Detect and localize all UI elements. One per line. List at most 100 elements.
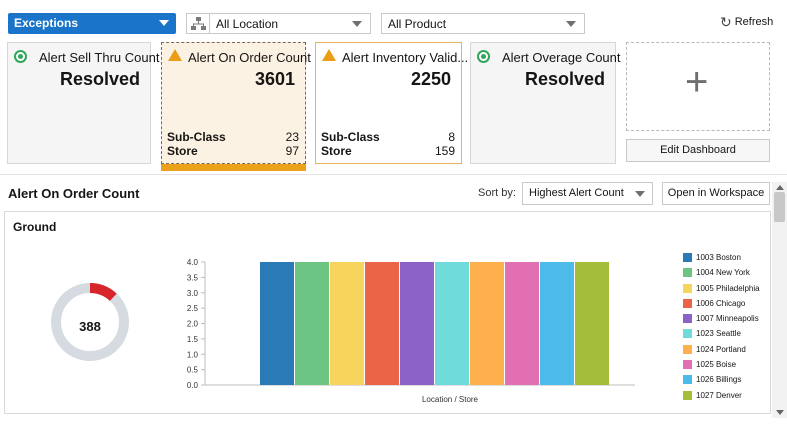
resolved-status-icon <box>477 50 490 63</box>
legend-label: 1027 Denver <box>696 390 742 400</box>
open-in-workspace-button[interactable]: Open in Workspace <box>662 182 770 205</box>
donut-chart: 388 <box>50 282 130 365</box>
legend-label: 1006 Chicago <box>696 298 746 308</box>
legend-swatch <box>683 360 692 370</box>
tile-row: Sub-Class 23 <box>167 130 299 144</box>
tile-row-label: Sub-Class <box>167 130 226 144</box>
legend-item[interactable]: 1005 Philadelphia <box>682 281 760 296</box>
legend-label: 1025 Boise <box>696 360 737 370</box>
legend-swatch <box>683 253 692 262</box>
tile-alert-sell-thru[interactable]: Alert Sell Thru Count Resolved <box>7 42 159 164</box>
y-tick-label: 3.0 <box>187 289 199 298</box>
tile-row-value: 159 <box>434 144 455 158</box>
donut-svg <box>51 283 129 361</box>
resolved-status-icon <box>14 50 27 63</box>
panel-title: Ground <box>13 220 57 234</box>
refresh-icon: ↻ <box>720 14 732 30</box>
tile-alert-on-order[interactable]: Alert On Order Count 3601 Sub-Class 23 S… <box>161 42 311 164</box>
bar-1027-denver <box>575 262 609 385</box>
tile-title: Alert Inventory Valid... <box>342 50 469 65</box>
sort-dropdown-value: Highest Alert Count <box>529 187 624 199</box>
product-dropdown[interactable]: All Product <box>381 13 585 34</box>
legend-label: 1007 Minneapolis <box>696 314 759 324</box>
legend-item[interactable]: 1027 Denver <box>682 388 760 403</box>
tile-row-value: 8 <box>448 130 455 144</box>
edit-dashboard-button[interactable]: Edit Dashboard <box>626 139 770 162</box>
tile-value: 2250 <box>410 69 451 89</box>
refresh-button[interactable]: ↻ Refresh <box>720 14 773 31</box>
legend-item[interactable]: 1007 Minneapolis <box>682 311 760 326</box>
tile-alert-overage[interactable]: Alert Overage Count Resolved <box>470 42 621 164</box>
legend-label: 1004 New York <box>696 268 750 278</box>
chart-panel: Ground 388 0.0 0.5 1.0 1.5 2.0 2.5 3.0 3.5 4.0 Lo… <box>4 211 771 414</box>
warning-icon <box>322 49 336 61</box>
y-tick-label: 0.5 <box>187 366 199 375</box>
legend-swatch <box>683 329 692 339</box>
section-title: Alert On Order Count <box>8 186 140 201</box>
tile-title: Alert Sell Thru Count <box>39 50 160 65</box>
chevron-down-icon <box>635 191 645 197</box>
tile-row-label: Store <box>321 144 352 158</box>
tile-value: Resolved <box>524 69 605 89</box>
legend-swatch <box>683 298 692 308</box>
y-tick-label: 3.5 <box>187 273 199 282</box>
tile-title: Alert Overage Count <box>502 50 621 65</box>
legend-swatch <box>683 390 692 400</box>
exceptions-dropdown-label: Exceptions <box>14 16 79 30</box>
hierarchy-icon[interactable] <box>186 13 210 34</box>
donut-value: 388 <box>79 319 101 334</box>
bar-chart: 0.0 0.5 1.0 1.5 2.0 2.5 3.0 3.5 4.0 Location / St… <box>187 258 635 404</box>
warning-icon <box>168 49 182 61</box>
tile-row-label: Sub-Class <box>321 130 380 144</box>
bar-1025-boise <box>505 262 539 385</box>
y-tick-label: 4.0 <box>187 258 199 267</box>
y-tick-label: 0.0 <box>187 381 199 390</box>
legend-item[interactable]: 1025 Boise <box>682 357 760 372</box>
scroll-down-icon[interactable] <box>776 410 784 415</box>
y-tick-label: 1.0 <box>187 350 199 359</box>
add-tile-button[interactable]: + <box>626 42 770 131</box>
tile-alert-inventory-valid[interactable]: Alert Inventory Valid... 2250 Sub-Class … <box>315 42 468 164</box>
scroll-up-icon[interactable] <box>776 185 784 190</box>
legend-label: 1024 Portland <box>696 344 746 354</box>
bar-1003-boston <box>260 262 294 385</box>
chevron-down-icon <box>352 21 362 27</box>
tile-title: Alert On Order Count <box>188 50 311 65</box>
legend-item[interactable]: 1003 Boston <box>682 250 760 265</box>
location-dropdown[interactable]: All Location <box>210 13 371 34</box>
tile-row-value: 23 <box>285 130 299 144</box>
bar-1026-billings <box>540 262 574 385</box>
bar-1006-chicago <box>365 262 399 385</box>
legend-item[interactable]: 1026 Billings <box>682 372 760 387</box>
bar-1007-minneapolis <box>400 262 434 385</box>
legend-swatch <box>683 375 692 385</box>
legend-swatch <box>683 268 692 278</box>
exceptions-dropdown[interactable]: Exceptions <box>8 13 176 34</box>
tile-row: Store 97 <box>167 144 299 158</box>
tile-value: 3601 <box>254 69 295 89</box>
legend-swatch <box>683 314 692 324</box>
bar-1005-philadelphia <box>330 262 364 385</box>
tile-row: Sub-Class 8 <box>321 130 455 144</box>
sort-dropdown[interactable]: Highest Alert Count <box>522 182 653 205</box>
scrollbar-thumb[interactable] <box>774 192 785 222</box>
tile-row-value: 97 <box>285 144 299 158</box>
legend-item[interactable]: 1023 Seattle <box>682 326 760 341</box>
refresh-label: Refresh <box>734 16 774 28</box>
donut-highlight-arc <box>51 283 129 361</box>
top-toolbar: Exceptions All Location All Product ↻ Ref… <box>0 0 787 42</box>
bar-1023-seattle <box>435 262 469 385</box>
legend-label: 1005 Philadelphia <box>696 283 760 293</box>
legend-item[interactable]: 1006 Chicago <box>682 296 760 311</box>
legend-label: 1003 Boston <box>696 253 741 262</box>
bar-1024-portland <box>470 262 504 385</box>
legend-item[interactable]: 1024 Portland <box>682 342 760 357</box>
vertical-scrollbar[interactable] <box>772 182 787 418</box>
location-dropdown-label: All Location <box>216 17 279 31</box>
x-axis-label: Location / Store <box>422 395 479 404</box>
legend-item[interactable]: 1004 New York <box>682 265 760 280</box>
y-tick-label: 2.5 <box>187 304 199 313</box>
chart-legend: 1003 Boston 1004 New York 1005 Philadelphi… <box>682 250 760 403</box>
chevron-down-icon <box>159 20 169 26</box>
divider <box>0 174 787 175</box>
